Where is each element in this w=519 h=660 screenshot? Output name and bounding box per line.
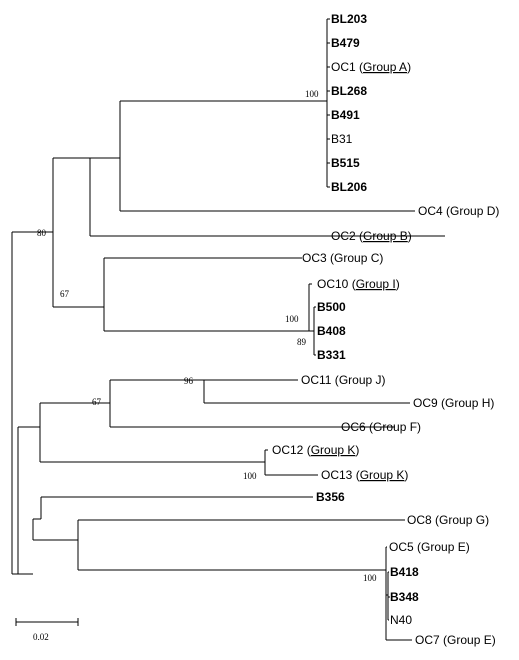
leaf-name: BL268	[331, 84, 367, 98]
leaf-name: OC9	[413, 396, 438, 410]
leaf-name: OC11	[301, 373, 332, 387]
leaf-group: Group G	[439, 513, 485, 527]
leaf-name: OC12	[272, 443, 304, 457]
leaf-label-b491: B491	[331, 108, 360, 122]
leaf-name: B408	[317, 324, 346, 338]
leaf-name: BL203	[331, 12, 367, 26]
leaf-label-oc12: OC12 (Group K)	[272, 443, 359, 457]
scale-bar: 0.02	[15, 618, 79, 642]
bootstrap-root_upper: 80	[37, 228, 47, 238]
leaf-name: B500	[317, 300, 346, 314]
leaf-label-b479: B479	[331, 36, 360, 50]
leaf-name: OC10	[317, 277, 349, 291]
leaf-name: OC6	[341, 420, 366, 434]
leaf-label-b515: B515	[331, 156, 360, 170]
leaf-name: BL206	[331, 180, 367, 194]
leaf-label-b348: B348	[390, 590, 419, 604]
leaf-group: Group D	[450, 204, 496, 218]
bootstrap-b331_pair: 89	[297, 337, 307, 347]
scale-bar-label: 0.02	[33, 632, 49, 642]
leaf-label-oc9: OC9 (Group H)	[413, 396, 494, 410]
leaf-label-b31: B31	[331, 132, 353, 146]
leaf-label-n40: N40	[390, 613, 412, 627]
leaf-label-b356: B356	[316, 490, 345, 504]
leaf-label-b408: B408	[317, 324, 346, 338]
bootstrap-groupA: 100	[305, 89, 319, 99]
leaf-group: Group F	[373, 420, 417, 434]
leaf-name: OC1	[331, 60, 356, 74]
bootstrap-k_pair: 100	[243, 471, 257, 481]
leaf-name: B356	[316, 490, 345, 504]
leaf-group: Group E	[447, 633, 492, 647]
bootstrap-values: 100 80 67 100 89 96 67 100 100	[37, 89, 377, 583]
leaf-label-oc13: OC13 (Group K)	[321, 468, 408, 482]
leaf-group: Group I	[356, 277, 396, 291]
leaf-name: OC4	[418, 204, 443, 218]
leaf-label-oc3: OC3 (Group C)	[302, 251, 383, 265]
leaf-label-oc4: OC4 (Group D)	[418, 204, 499, 218]
leaf-name: B418	[390, 565, 419, 579]
leaf-name: OC5	[389, 540, 414, 554]
leaf-group: Group A	[363, 60, 407, 74]
leaf-labels: BL203 B479 OC1 (Group A) BL268 B491 B31 B515 BL…	[272, 12, 499, 647]
leaf-name: OC3	[302, 251, 327, 265]
leaf-label-bl206: BL206	[331, 180, 367, 194]
leaf-label-oc10: OC10 (Group I)	[317, 277, 400, 291]
bootstrap-j_h_f: 67	[92, 397, 102, 407]
leaf-name: OC8	[407, 513, 432, 527]
leaf-label-b418: B418	[390, 565, 419, 579]
leaf-label-oc11: OC11 (Group J)	[301, 373, 386, 387]
leaf-label-oc8: OC8 (Group G)	[407, 513, 489, 527]
bootstrap-j_h_pair: 96	[184, 376, 194, 386]
leaf-name: B491	[331, 108, 360, 122]
leaf-group: Group J	[339, 373, 382, 387]
leaf-name: OC2	[331, 229, 356, 243]
leaf-group: Group K	[311, 443, 356, 457]
leaf-name: B479	[331, 36, 360, 50]
leaf-group: Group H	[445, 396, 490, 410]
leaf-group: Group E	[421, 540, 466, 554]
leaf-name: B331	[317, 348, 346, 362]
leaf-label-b500: B500	[317, 300, 346, 314]
leaf-name: B515	[331, 156, 360, 170]
leaf-label-oc7: OC7 (Group E)	[415, 633, 496, 647]
leaf-name: OC7	[415, 633, 440, 647]
leaf-name: B31	[331, 132, 353, 146]
leaf-group: Group B	[363, 229, 408, 243]
bootstrap-e_cluster: 100	[363, 573, 377, 583]
leaf-label-oc1: OC1 (Group A)	[331, 60, 411, 74]
leaf-label-b331: B331	[317, 348, 346, 362]
leaf-label-bl203: BL203	[331, 12, 367, 26]
leaf-label-oc5: OC5 (Group E)	[389, 540, 470, 554]
leaf-name: OC13	[321, 468, 353, 482]
leaf-group: Group K	[360, 468, 405, 482]
leaf-name: N40	[390, 613, 412, 627]
leaf-label-oc6: OC6 (Group F)	[341, 420, 421, 434]
leaf-label-bl268: BL268	[331, 84, 367, 98]
leaf-name: B348	[390, 590, 419, 604]
leaf-group: Group C	[334, 251, 380, 265]
bootstrap-b500_cluster: 100	[285, 314, 299, 324]
leaf-label-oc2: OC2 (Group B)	[331, 229, 412, 243]
tree-branches	[11, 18, 445, 641]
bootstrap-oc3_cluster: 67	[60, 289, 70, 299]
